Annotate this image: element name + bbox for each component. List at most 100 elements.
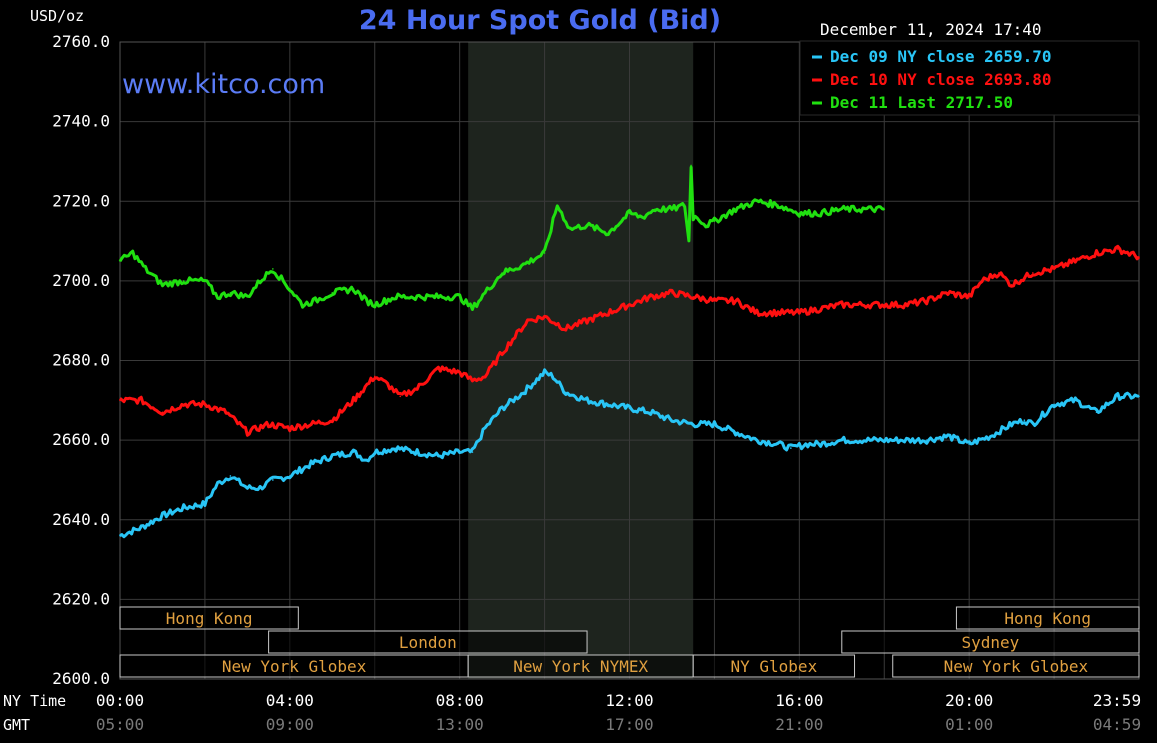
data-point <box>692 216 694 218</box>
data-point <box>216 483 219 485</box>
data-point <box>501 351 503 354</box>
data-point <box>607 232 610 234</box>
data-point <box>777 204 779 207</box>
data-point <box>399 395 402 398</box>
data-point <box>543 371 546 374</box>
data-point <box>790 447 792 449</box>
data-point <box>883 208 886 211</box>
data-point <box>586 224 588 226</box>
data-point <box>352 451 355 453</box>
data-point <box>437 455 440 457</box>
data-point <box>373 375 376 378</box>
data-point <box>968 296 970 298</box>
data-point <box>246 487 249 489</box>
data-point <box>586 399 588 402</box>
data-point <box>565 327 567 330</box>
data-point <box>628 212 631 214</box>
data-point <box>352 399 355 402</box>
data-point <box>395 447 397 449</box>
site-watermark: www.kitco.com <box>122 69 325 100</box>
data-point <box>696 216 699 218</box>
trading-sessions: Hong Kong Hong Kong London Sydney New York G… <box>119 606 1140 678</box>
data-point <box>649 296 652 298</box>
y-tick-label: 2660.0 <box>52 430 110 449</box>
data-point <box>1116 248 1119 250</box>
x-tick-label-gmt: 21:00 <box>775 715 823 734</box>
data-point <box>289 475 291 477</box>
series-1 <box>119 368 1140 539</box>
data-point <box>925 299 928 302</box>
data-point <box>144 268 147 270</box>
data-point <box>649 411 652 414</box>
data-point <box>904 303 907 306</box>
x-tick-label-ny: 04:00 <box>266 691 314 710</box>
data-point <box>925 439 928 441</box>
session-box <box>955 606 1140 630</box>
data-point <box>713 423 716 426</box>
data-point <box>272 268 274 270</box>
data-point <box>798 311 801 314</box>
data-point <box>1095 252 1098 254</box>
y-axis-unit-label: USD/oz <box>30 7 84 25</box>
data-point <box>259 487 261 489</box>
data-point <box>607 311 610 314</box>
data-point <box>565 391 567 394</box>
series-2 <box>119 244 1141 437</box>
legend-box <box>799 40 1140 116</box>
data-point <box>161 411 164 414</box>
data-point <box>522 391 525 394</box>
data-point <box>705 224 707 226</box>
data-point <box>989 435 992 437</box>
x-tick-label-ny: 12:00 <box>605 691 653 710</box>
session-box <box>268 630 588 654</box>
data-point <box>386 383 389 386</box>
data-point <box>437 296 440 298</box>
data-point <box>1074 260 1077 262</box>
data-point <box>289 427 291 429</box>
session-label: NY Globex <box>731 657 818 676</box>
data-point <box>756 311 758 314</box>
data-point <box>1095 411 1098 414</box>
data-point <box>713 299 716 302</box>
data-point <box>777 311 779 314</box>
data-point <box>1023 419 1026 422</box>
data-point <box>204 403 206 406</box>
data-point <box>671 292 673 294</box>
data-point <box>267 423 270 426</box>
legend: Dec 09 NY close 2659.70 Dec 10 NY close 2… <box>799 40 1140 116</box>
data-point <box>690 164 692 167</box>
data-point <box>947 435 949 437</box>
data-point <box>373 451 376 453</box>
y-tick-label: 2740.0 <box>52 112 110 131</box>
data-point <box>272 479 274 481</box>
session-label: New York Globex <box>222 657 367 676</box>
data-point <box>204 503 206 505</box>
data-point <box>471 307 474 310</box>
data-point <box>1116 395 1119 398</box>
data-point <box>756 439 758 441</box>
data-point <box>628 407 631 410</box>
data-point <box>514 335 516 338</box>
data-point <box>331 419 334 422</box>
data-point <box>692 423 694 426</box>
ny-time-row-label: NY Time <box>3 692 66 710</box>
data-point <box>373 303 376 306</box>
data-point <box>734 431 737 433</box>
data-point <box>569 228 571 230</box>
data-point <box>301 303 304 306</box>
gmt-row-label: GMT <box>3 716 30 734</box>
data-point <box>862 208 864 211</box>
data-point <box>543 252 546 254</box>
data-point <box>161 284 164 286</box>
data-point <box>692 296 694 298</box>
x-tick-label-gmt: 09:00 <box>266 715 314 734</box>
data-point <box>586 319 588 322</box>
data-point <box>947 292 949 294</box>
data-point <box>688 240 690 242</box>
data-point <box>526 319 529 322</box>
data-point <box>807 443 809 445</box>
data-point <box>140 526 143 529</box>
data-point <box>543 315 546 318</box>
data-point <box>607 403 610 406</box>
data-point <box>310 423 312 426</box>
